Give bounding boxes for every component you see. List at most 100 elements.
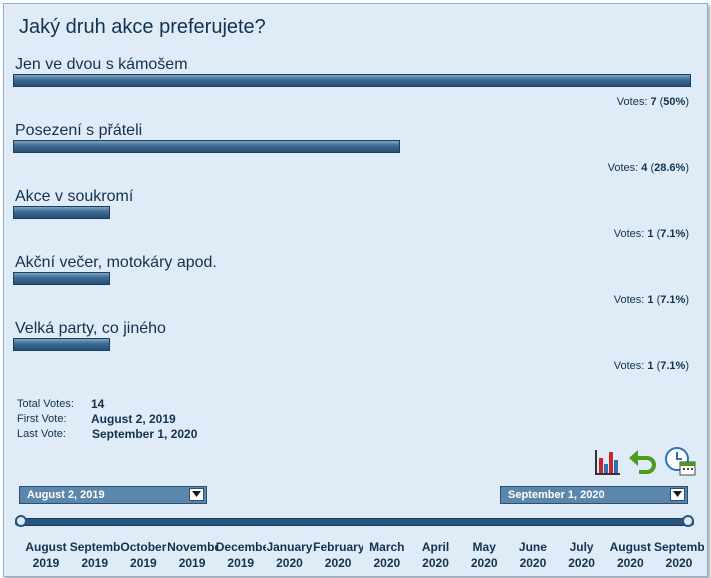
start-date-chevron-down-icon[interactable] [189,488,204,501]
tick-year: 2020 [470,556,498,570]
votes-count: 1 [647,228,654,240]
votes-prefix: Votes: [613,228,645,240]
first-vote-value: August 2, 2019 [91,412,176,426]
percent-open: ( [656,228,661,240]
percent-open: ( [656,294,661,306]
timeline-tick: October 2019 [118,539,168,571]
tick-month: September [69,540,120,554]
tick-month: March [369,540,405,554]
undo-arrow-icon[interactable] [628,446,656,476]
timeline-tick: March 2020 [362,539,412,571]
percent-open: ( [650,162,655,174]
tick-year: 2020 [519,556,547,570]
tick-month: April [421,540,450,554]
poll-question: Jaký druh akce preferujete? [19,16,266,38]
tick-year: 2019 [81,556,109,570]
timeline-tick: September 2020 [654,539,704,571]
timeline-tick: May 2020 [459,539,509,571]
timeline-tick: December 2019 [216,539,266,571]
percent-close: ) [685,360,689,372]
poll-panel: Jaký druh akce preferujete? Jen ve dvou … [3,3,708,577]
percent-close: ) [685,96,689,108]
option-bar [13,272,110,285]
tick-month: August [609,540,651,554]
percent-close: ) [685,228,689,240]
votes-percent: 7.1% [660,360,686,372]
timeline-tick: August 2019 [21,539,71,571]
percent-open: ( [656,360,661,372]
tick-month: May [472,540,496,554]
option-bar [13,140,400,153]
tick-year: 2020 [422,556,449,570]
percent-close: ) [685,162,689,174]
timeline-tick: August 2020 [605,539,655,571]
tick-month: July [569,540,594,554]
tick-year: 2020 [324,556,352,570]
timeline-tick: June 2020 [508,539,558,571]
votes-percent: 7.1% [660,294,686,306]
total-votes-value: 14 [91,397,105,411]
votes-count: 7 [650,96,657,108]
option-votes: Votes: 1 (7.1%) [614,294,689,306]
end-date-chevron-down-icon[interactable] [670,488,685,501]
tick-month: August [25,540,67,554]
calendar-clock-icon[interactable] [664,446,698,476]
tick-month: December [215,540,266,554]
last-vote-value: September 1, 2020 [92,427,198,441]
percent-open: ( [659,96,664,108]
end-date-value: September 1, 2020 [508,489,605,501]
tick-month: November [167,540,217,554]
option-votes: Votes: 7 (50%) [617,96,689,108]
start-date-value: August 2, 2019 [27,489,105,501]
tick-year: 2020 [276,556,303,570]
end-date-select[interactable]: September 1, 2020 [500,486,688,504]
votes-prefix: Votes: [607,162,639,174]
percent-close: ) [685,294,689,306]
option-bar [13,338,110,351]
tick-year: 2019 [178,556,206,570]
slider-end-handle[interactable] [682,515,694,527]
votes-count: 1 [647,294,654,306]
votes-count: 4 [641,162,648,174]
tick-year: 2020 [373,556,401,570]
votes-percent: 50% [663,96,686,108]
timeline-tick: January 2020 [264,539,314,571]
votes-prefix: Votes: [613,294,645,306]
votes-prefix: Votes: [613,360,645,372]
tick-year: 2019 [227,556,255,570]
option-votes: Votes: 1 (7.1%) [614,228,689,240]
start-date-select[interactable]: August 2, 2019 [19,486,207,504]
timeline-tick: July 2020 [557,539,607,571]
option-bar [13,206,110,219]
votes-percent: 7.1% [660,228,686,240]
option-label: Akce v soukromí [15,188,134,205]
bar-chart-icon[interactable] [593,446,621,476]
tick-year: 2020 [616,556,644,570]
votes-percent: 28.6% [654,162,686,174]
tick-year: 2020 [568,556,595,570]
votes-prefix: Votes: [616,96,648,108]
total-votes-label: Total Votes: [17,398,74,410]
tick-month: September [654,540,704,554]
option-bar [13,74,691,87]
option-label: Jen ve dvou s kámošem [15,56,188,73]
timeline-tick: February 2020 [313,539,363,571]
slider-start-handle[interactable] [15,515,27,527]
option-label: Posezení s přáteli [15,122,143,139]
tick-year: 2019 [32,556,60,570]
tick-month: February [313,540,364,554]
option-label: Akční večer, motokáry apod. [15,254,217,271]
date-range-slider-track[interactable] [15,518,694,526]
tick-year: 2020 [665,556,693,570]
votes-count: 1 [647,360,654,372]
timeline-tick: April 2020 [411,539,461,571]
first-vote-label: First Vote: [17,413,67,425]
last-vote-label: Last Vote: [17,428,66,440]
option-label: Velká party, co jiného [15,320,166,337]
tick-month: October [120,540,167,554]
tick-year: 2019 [130,556,157,570]
tick-month: June [518,540,547,554]
timeline-tick: November 2019 [167,539,217,571]
option-votes: Votes: 4 (28.6%) [608,162,689,174]
tick-month: January [266,540,313,554]
